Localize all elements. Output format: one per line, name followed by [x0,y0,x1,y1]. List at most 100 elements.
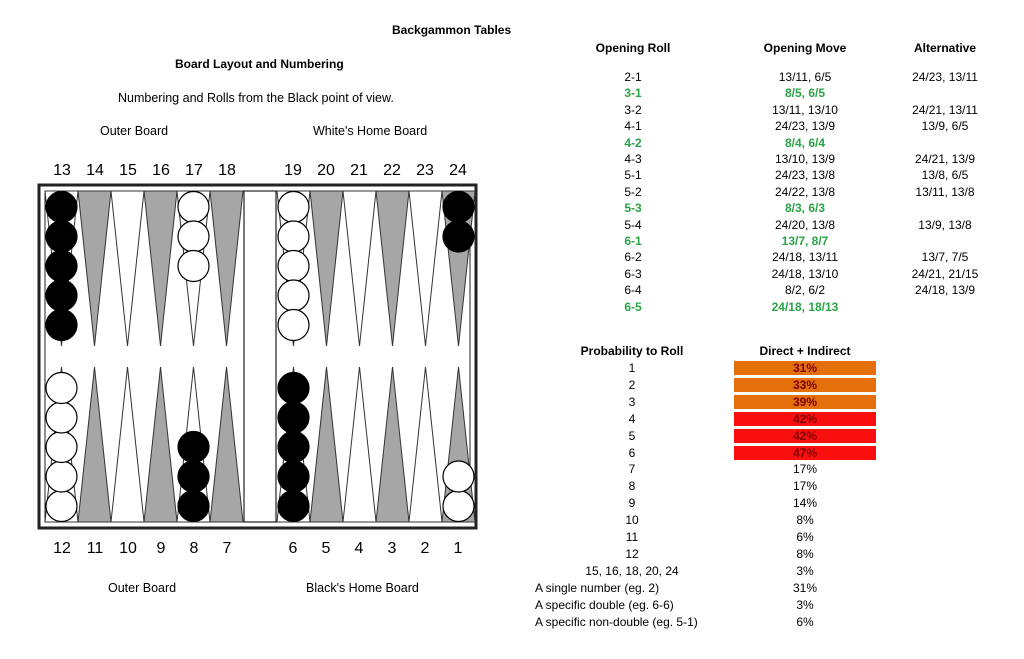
point-number: 23 [416,162,434,179]
probability-row: 3 39% [530,394,890,412]
black-checker [45,279,78,312]
header-alternative: Alternative [913,41,977,55]
black-checker [177,460,210,493]
roll-target-cell: 15, 16, 18, 20, 24 [585,563,679,578]
probability-row: 10 8% [530,513,890,530]
bottom-point-triangle [209,366,244,523]
point-number: 3 [387,540,397,557]
probability-value-cell: 39% [734,394,876,409]
alternative-cell: 24/18, 13/9 [914,283,976,298]
probability-value-cell: 6% [796,530,814,544]
page-title: Backgammon Tables [392,23,512,37]
opening-roll-cell: 3-2 [624,102,642,117]
white-checker [277,308,310,342]
opening-move-cell: 8/5, 6/5 [784,86,826,101]
opening-row: 6-3 24/18, 13/10 24/21, 21/15 [560,267,1024,283]
board-subheading: Numbering and Rolls from the Black point… [118,91,394,105]
probability-value-cell: 8% [796,546,814,561]
black-checker [45,249,78,283]
opening-move-cell: 8/3, 6/3 [784,201,826,216]
top-point-numbers: 13 14 15 16 17 18 19 20 21 22 23 24 [0,162,520,182]
probability-value-cell: 31% [734,361,876,375]
board-heading: Board Layout and Numbering [175,57,344,71]
point-number: 5 [321,540,331,557]
roll-target-cell: 3 [628,394,636,409]
opening-roll-cell: 4-2 [624,135,642,150]
white-checker [45,460,78,493]
point-number: 9 [156,540,166,557]
probability-value-cell: 6% [796,614,814,629]
opening-roll-cell: 5-2 [624,184,642,199]
probability-row: A specific non-double (eg. 5-1) 6% [530,615,890,632]
opening-move-cell: 8/4, 6/4 [784,135,826,150]
roll-target-cell: A single number (eg. 2) [535,580,660,595]
roll-target-cell: 7 [628,462,636,477]
point-number: 16 [152,162,170,179]
opening-row: 3-1 8/5, 6/5 [560,86,1024,102]
black-checker [442,220,475,253]
opening-move-cell: 24/18, 18/13 [771,299,839,314]
point-number: 22 [383,162,401,179]
point-number: 2 [420,540,430,557]
point-number: 24 [449,162,467,179]
roll-target-cell: 5 [628,428,636,443]
opening-roll-cell: 5-4 [624,217,642,232]
roll-target-cell: 1 [628,361,636,375]
alternative-cell: 13/11, 13/8 [915,184,975,199]
roll-target-cell: A specific non-double (eg. 5-1) [535,614,698,629]
opening-roll-cell: 5-3 [624,201,642,216]
white-checker [277,190,310,224]
roll-target-cell: 2 [628,377,636,392]
opening-roll-cell: 2-1 [624,70,642,84]
probability-row: 11 6% [530,530,890,547]
opening-move-cell: 13/11, 6/5 [778,70,832,84]
probability-row: 8 17% [530,479,890,496]
top-right-board-label: White's Home Board [313,124,428,138]
probability-row: 6 47% [530,445,890,463]
probability-value-cell: 47% [734,445,876,460]
point-number: 4 [354,540,364,557]
alternative-cell: 24/21, 21/15 [911,266,979,281]
black-checker [277,371,310,405]
point-number: 20 [317,162,335,179]
probability-row: 12 8% [530,547,890,564]
opening-move-cell: 24/20, 13/8 [774,217,836,232]
black-checker [177,430,210,464]
black-checker [277,401,310,434]
top-point-triangle [110,190,145,347]
board-bar [243,190,277,523]
point-number: 12 [53,540,71,557]
white-checker [277,220,310,253]
backgammon-board [37,183,478,530]
alternative-cell: 24/23, 13/11 [912,70,978,84]
white-checker [177,249,210,283]
white-checker [45,401,78,434]
point-number: 10 [119,540,137,557]
black-checker [45,190,78,224]
roll-target-cell: 9 [628,496,636,511]
bottom-point-triangle [110,366,145,523]
header-opening-roll: Opening Roll [595,41,671,55]
header-direct-indirect: Direct + Indirect [759,344,851,358]
white-checker [277,249,310,283]
bottom-point-triangle [408,366,443,523]
probability-value-cell: 42% [734,411,876,426]
opening-row: 6-2 24/18, 13/11 13/7, 7/5 [560,250,1024,266]
alternative-cell: 13/8, 6/5 [921,168,969,183]
white-checker [177,220,210,253]
probability-row: 1 31% [530,361,890,378]
probability-row: 4 42% [530,411,890,429]
opening-move-cell: 13/7, 8/7 [781,234,829,248]
probability-row: A single number (eg. 2) 31% [530,581,890,598]
alternative-cell: 13/9, 6/5 [921,119,969,134]
point-number: 19 [284,162,302,179]
probability-value-cell: 17% [792,479,818,494]
point-number: 17 [185,162,203,179]
probability-row: 5 42% [530,428,890,446]
roll-target-cell: A specific double (eg. 6-6) [535,597,674,612]
probability-value-cell: 3% [796,563,814,578]
opening-move-cell: 24/23, 13/8 [774,168,836,183]
black-checker [45,220,78,253]
point-number: 15 [119,162,137,179]
roll-target-cell: 12 [625,546,639,561]
